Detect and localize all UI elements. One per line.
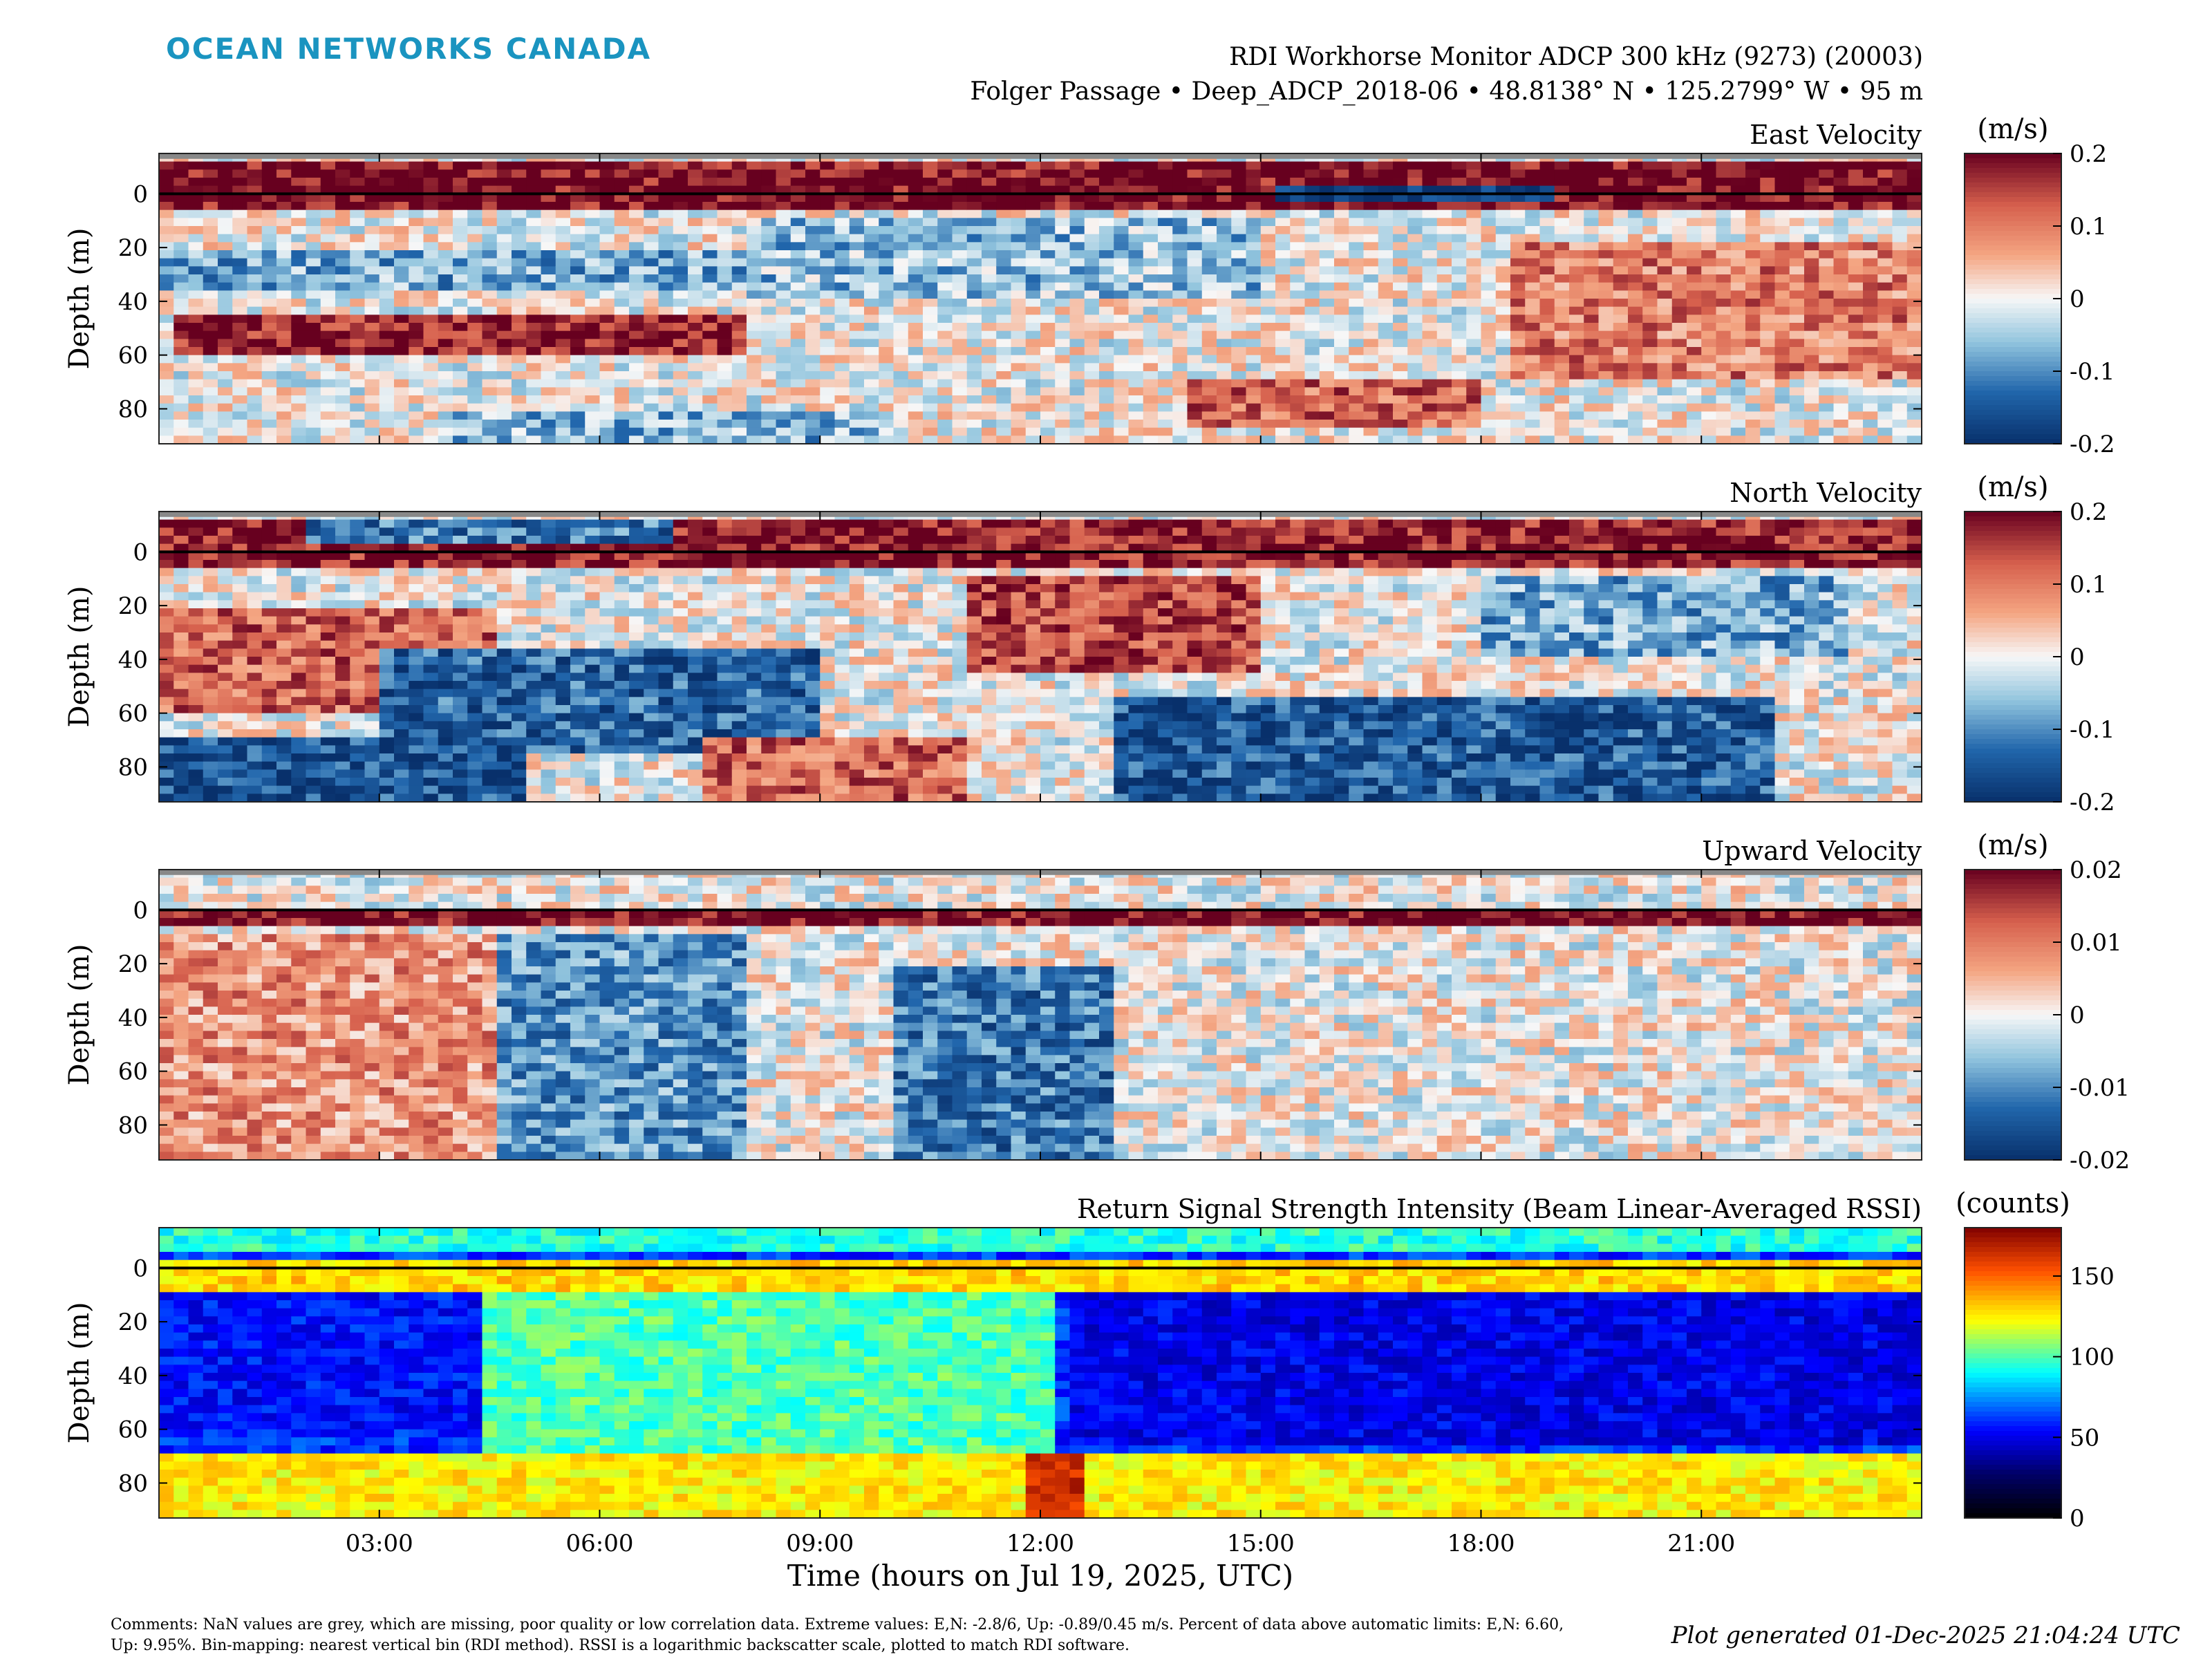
colorbar-3: 0.02 0.01 0 -0.01 -0.02 (m/s) (1964, 830, 2130, 1174)
y-tick-label: 40 (118, 1362, 148, 1390)
colorbar-tick-label: 0 (2070, 1505, 2085, 1533)
y-tick-label: 20 (118, 950, 148, 978)
colorbar-unit-label: (m/s) (1977, 113, 2048, 145)
y-tick-label: 0 (133, 897, 148, 924)
y-axis-label: Depth (m) (64, 944, 95, 1085)
x-tick-label: 09:00 (786, 1530, 854, 1557)
colorbar-tick-label: -0.01 (2070, 1074, 2130, 1102)
y-tick-label: 40 (118, 288, 148, 316)
colorbar-unit-label: (m/s) (1977, 830, 2048, 861)
colorbar-1: 0.2 0.1 0 -0.1 -0.2 (m/s) (1964, 113, 2115, 458)
panel-title: Return Signal Strength Intensity (Beam L… (1077, 1194, 1922, 1224)
colorbar-2: 0.2 0.1 0 -0.1 -0.2 (m/s) (1964, 471, 2115, 816)
y-tick-label: 0 (133, 1255, 148, 1282)
x-tick-label: 06:00 (566, 1530, 634, 1557)
footer-generated: Plot generated 01-Dec-2025 21:04:24 UTC (1671, 1622, 2180, 1649)
colorbar-tick-label: -0.02 (2070, 1147, 2130, 1174)
colorbar-tick-label: 100 (2070, 1344, 2115, 1371)
y-tick-label: 80 (118, 753, 148, 781)
colorbar-tick-label: 0.1 (2070, 571, 2107, 599)
brand-logo: OCEAN NETWORKS CANADA (166, 32, 652, 66)
y-axis-label: Depth (m) (64, 585, 95, 727)
y-tick-label: 60 (118, 1416, 148, 1444)
y-tick-label: 60 (118, 342, 148, 370)
footer-comments: Comments: NaN values are grey, which are… (111, 1616, 1564, 1654)
y-tick-label: 80 (118, 1112, 148, 1139)
panel-title: North Velocity (1730, 478, 1922, 508)
y-tick-label: 20 (118, 592, 148, 620)
colorbar-tick-label: 0.02 (2070, 856, 2122, 884)
colorbar-tick-label: 0.1 (2070, 213, 2107, 241)
y-tick-label: 80 (118, 1470, 148, 1497)
y-tick-label: 40 (118, 1004, 148, 1032)
colorbar-tick-label: 0.2 (2070, 140, 2107, 168)
panel-title: Upward Velocity (1702, 836, 1922, 866)
colorbar-tick-label: -0.1 (2070, 716, 2115, 744)
x-tick-label: 03:00 (346, 1530, 413, 1557)
colorbar-unit-label: (counts) (1956, 1188, 2070, 1219)
x-axis-label: Time (hours on Jul 19, 2025, UTC) (787, 1559, 1293, 1593)
colorbar-unit-label: (m/s) (1977, 471, 2048, 503)
heatmap-panel-4: 0 20 40 60 80 03:00 06:00 09:00 12:00 15:00 18:00 2… (64, 1188, 2115, 1593)
y-axis-label: Depth (m) (64, 1302, 95, 1443)
panel-title: East Velocity (1750, 120, 1922, 150)
y-tick-label: 40 (118, 646, 148, 674)
colorbar-tick-label: 0 (2070, 1002, 2085, 1029)
y-tick-label: 60 (118, 700, 148, 728)
colorbar-tick-label: 0 (2070, 285, 2085, 313)
colorbar-tick-label: -0.2 (2070, 431, 2115, 458)
y-tick-label: 80 (118, 395, 148, 423)
colorbar-tick-label: 0.2 (2070, 498, 2107, 526)
chart-title: RDI Workhorse Monitor ADCP 300 kHz (9273… (1229, 43, 1923, 71)
colorbar-tick-label: -0.2 (2070, 789, 2115, 816)
y-tick-label: 0 (133, 180, 148, 208)
y-tick-label: 20 (118, 234, 148, 262)
colorbar-tick-label: -0.1 (2070, 358, 2115, 386)
colorbar-4: 150 100 50 0 (counts) (1956, 1188, 2115, 1533)
colorbar-tick-label: 150 (2070, 1263, 2115, 1291)
y-tick-label: 0 (133, 538, 148, 566)
x-tick-label: 15:00 (1227, 1530, 1295, 1557)
y-tick-label: 60 (118, 1058, 148, 1086)
y-axis-label: Depth (m) (64, 227, 95, 369)
x-tick-label: 21:00 (1667, 1530, 1735, 1557)
chart-subtitle: Folger Passage • Deep_ADCP_2018-06 • 48.… (970, 77, 1923, 106)
x-tick-label: 12:00 (1006, 1530, 1074, 1557)
x-tick-label: 18:00 (1447, 1530, 1515, 1557)
colorbar-tick-label: 0.01 (2070, 929, 2122, 957)
y-tick-label: 20 (118, 1309, 148, 1336)
heatmap-panel-2: 0 20 40 60 80 Depth (m) North Velocity 0.2 0.1 0 -… (64, 471, 2115, 816)
colorbar-tick-label: 0 (2070, 644, 2085, 671)
heatmap-panel-1: 0 20 40 60 80 Depth (m) East Velocity 0.2 0.1 0 -0… (64, 113, 2115, 458)
colorbar-tick-label: 50 (2070, 1424, 2099, 1452)
